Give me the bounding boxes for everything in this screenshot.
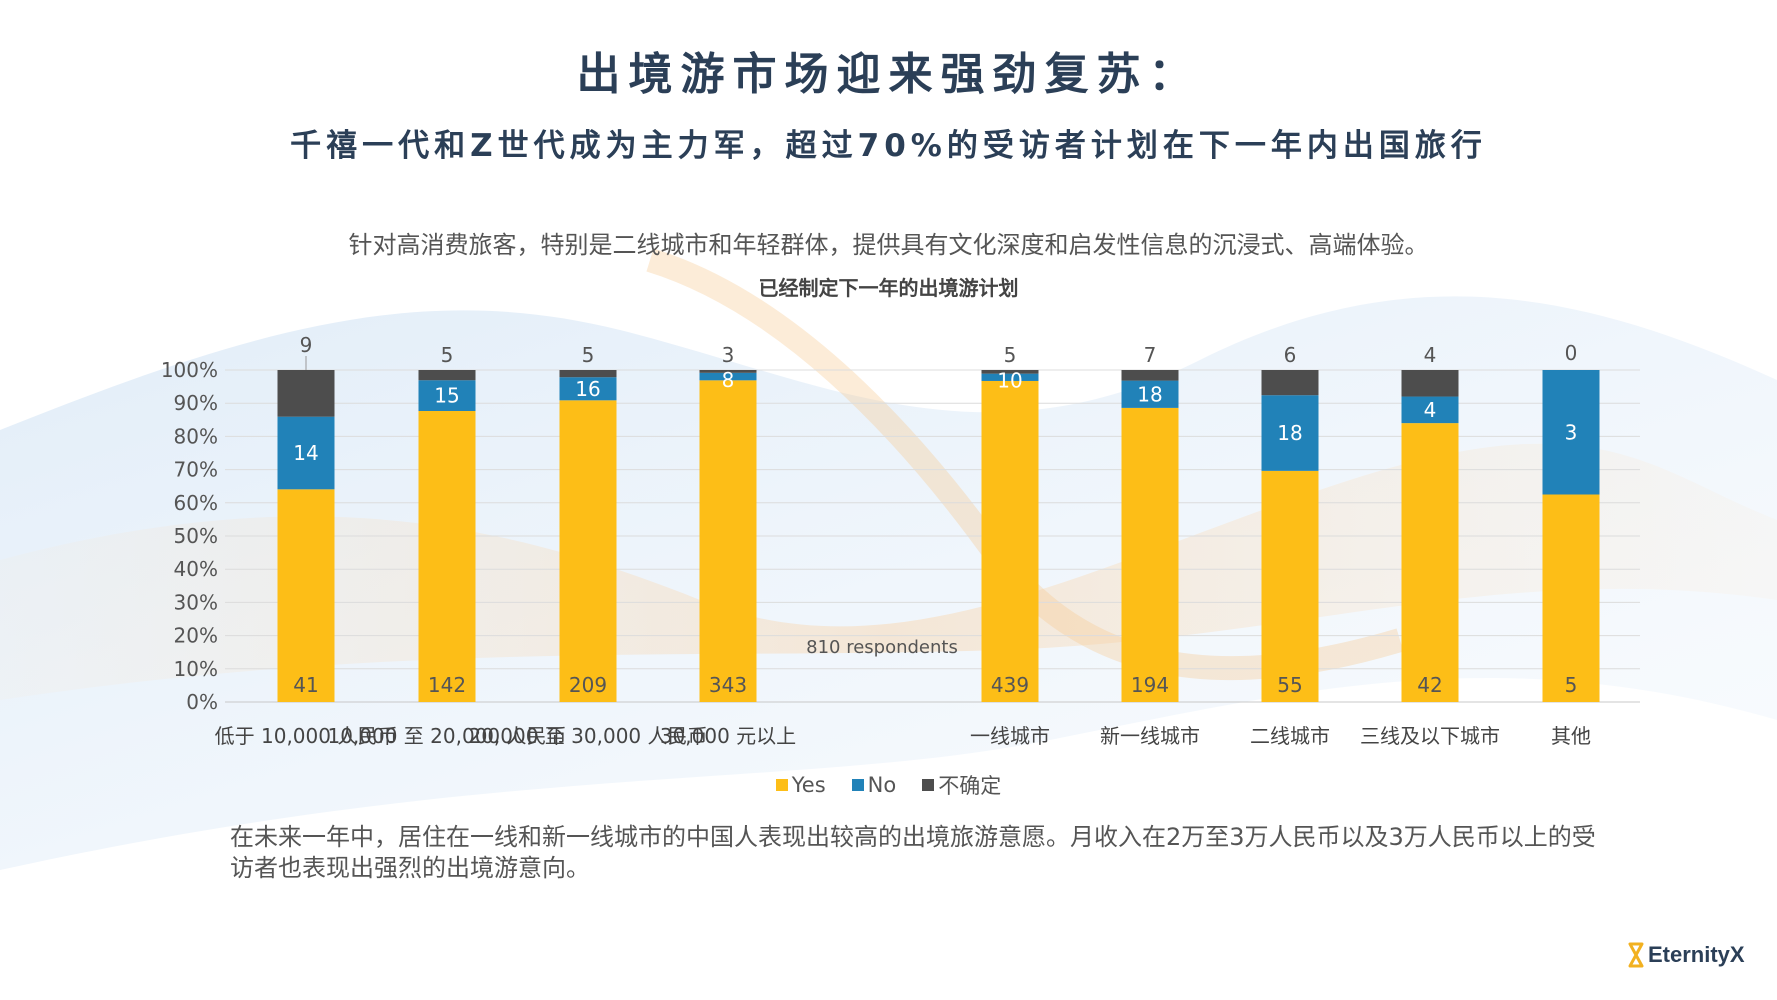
y-tick-label: 60%	[174, 491, 218, 515]
y-axis-ticks: 0% 10% 20% 30% 40% 50% 60% 70% 80% 90% 100%	[161, 358, 218, 714]
data-label-yes: 194	[1131, 673, 1169, 697]
legend-label-yes: Yes	[791, 773, 826, 797]
respondents-annotation: 810 respondents	[806, 637, 958, 658]
data-label-unsure: 5	[441, 343, 454, 367]
data-label-no: 14	[293, 441, 318, 465]
logo-text: EternityX	[1648, 942, 1745, 967]
bar-segment-unsure	[559, 370, 617, 378]
brand-logo: EternityX	[1628, 942, 1745, 968]
bar-segment-no	[1401, 396, 1459, 424]
stacked-bar-chart: 0% 10% 20% 30% 40% 50% 60% 70% 80% 90% 100% 41 14 9 1…	[161, 333, 1640, 748]
page-title: 出境游市场迎来强劲复苏：	[576, 49, 1201, 100]
bottom-note: 在未来一年中，居住在一线和新一线城市的中国人表现出较高的出境旅游意愿。月收入在2…	[230, 823, 1596, 882]
x-axis-label: 新一线城市	[1100, 724, 1200, 748]
bar-segment-unsure	[699, 370, 757, 373]
bar-segment-unsure	[418, 370, 476, 381]
chart-title: 已经制定下一年的出境游计划	[758, 276, 1019, 300]
legend-swatch-unsure	[922, 779, 935, 791]
bar-segment-yes	[699, 380, 757, 702]
bar-segment-no	[559, 377, 617, 401]
x-axis-label: 低于 10,000 人民币	[215, 724, 398, 748]
chart-legend: Yes No 不确定	[0, 770, 1777, 800]
data-label-no: 3	[1565, 420, 1578, 444]
data-label-no: 8	[722, 368, 735, 392]
data-label-yes: 209	[569, 673, 607, 697]
legend-label-no: No	[867, 773, 897, 797]
y-tick-label: 70%	[174, 458, 218, 482]
bar-segment-yes	[559, 400, 617, 702]
y-tick-label: 0%	[186, 690, 218, 714]
x-axis-label: 其他	[1551, 724, 1591, 748]
bar-segment-unsure	[277, 370, 335, 417]
legend-swatch-no	[851, 779, 864, 791]
data-label-yes: 5	[1565, 673, 1578, 697]
data-label-yes: 142	[428, 673, 466, 697]
x-axis-label: 30,000 元以上	[660, 724, 796, 748]
bar-segment-no	[1121, 380, 1179, 408]
data-label-unsure: 9	[300, 333, 313, 357]
x-axis-label: 10,000 至 20,000 人民币	[327, 724, 566, 748]
legend-swatch-yes	[775, 779, 788, 791]
bar-segment-no	[699, 372, 757, 381]
legend-item-yes: Yes	[775, 770, 826, 800]
bar-segment-unsure	[1261, 370, 1319, 396]
bar-segment-no	[1542, 370, 1600, 495]
legend-label-unsure: 不确定	[938, 774, 1002, 798]
data-label-unsure: 4	[1424, 343, 1437, 367]
y-tick-label: 30%	[174, 590, 218, 614]
x-axis-label: 二线城市	[1250, 724, 1330, 748]
x-axis-label: 一线城市	[970, 724, 1050, 748]
bar-segment-yes	[1261, 470, 1319, 702]
bar-segment-no	[981, 373, 1039, 381]
data-label-unsure: 7	[1144, 343, 1157, 367]
bar-segment-no	[418, 380, 476, 411]
y-tick-label: 40%	[174, 557, 218, 581]
data-label-yes: 42	[1417, 673, 1442, 697]
page-subtitle: 千禧一代和Z世代成为主力军，超过70%的受访者计划在下一年内出国旅行	[290, 128, 1487, 164]
data-label-unsure: 0	[1565, 341, 1578, 365]
bar-segment-unsure	[1401, 370, 1459, 397]
legend-item-unsure: 不确定	[922, 770, 1001, 800]
data-label-no: 10	[997, 369, 1022, 393]
data-label-no: 18	[1137, 382, 1162, 406]
data-label-unsure: 6	[1284, 343, 1297, 367]
data-label-no: 15	[434, 384, 459, 408]
bar-segment-yes	[981, 380, 1039, 702]
x-axis-label: 20,000 至 30,000 人民币	[468, 724, 707, 748]
legend-item-no: No	[851, 770, 897, 800]
intro-text: 针对高消费旅客，特别是二线城市和年轻群体，提供具有文化深度和启发性信息的沉浸式、…	[348, 231, 1429, 259]
data-label-yes: 41	[293, 673, 318, 697]
bar-segment-yes	[1401, 423, 1459, 702]
bar-segment-yes	[277, 489, 335, 702]
y-tick-label: 20%	[174, 624, 218, 648]
bars	[277, 370, 1600, 702]
data-label-no: 18	[1277, 421, 1302, 445]
bar-segment-no	[277, 416, 335, 490]
data-label-yes: 343	[709, 673, 747, 697]
bar-segment-yes	[418, 410, 476, 702]
data-label-yes: 55	[1277, 673, 1302, 697]
data-label-yes: 439	[991, 673, 1029, 697]
data-label-unsure: 3	[722, 343, 735, 367]
data-labels: 4114914215520916534383439105194187551864…	[293, 333, 1577, 697]
eternityx-logo-icon	[1628, 942, 1644, 968]
bar-segment-unsure	[1121, 370, 1179, 381]
bar-segment-no	[1261, 395, 1319, 471]
data-label-no: 16	[575, 377, 600, 401]
bar-segment-yes	[1542, 494, 1600, 702]
data-label-unsure: 5	[1004, 343, 1017, 367]
data-label-unsure: 5	[582, 343, 595, 367]
y-tick-label: 100%	[161, 358, 218, 382]
bar-segment-yes	[1121, 407, 1179, 702]
data-label-no: 4	[1424, 398, 1437, 422]
x-axis-label: 三线及以下城市	[1360, 724, 1500, 748]
y-tick-label: 90%	[174, 391, 218, 415]
y-tick-label: 10%	[174, 657, 218, 681]
y-tick-label: 80%	[174, 424, 218, 448]
y-tick-label: 50%	[174, 524, 218, 548]
bar-segment-unsure	[981, 370, 1039, 374]
